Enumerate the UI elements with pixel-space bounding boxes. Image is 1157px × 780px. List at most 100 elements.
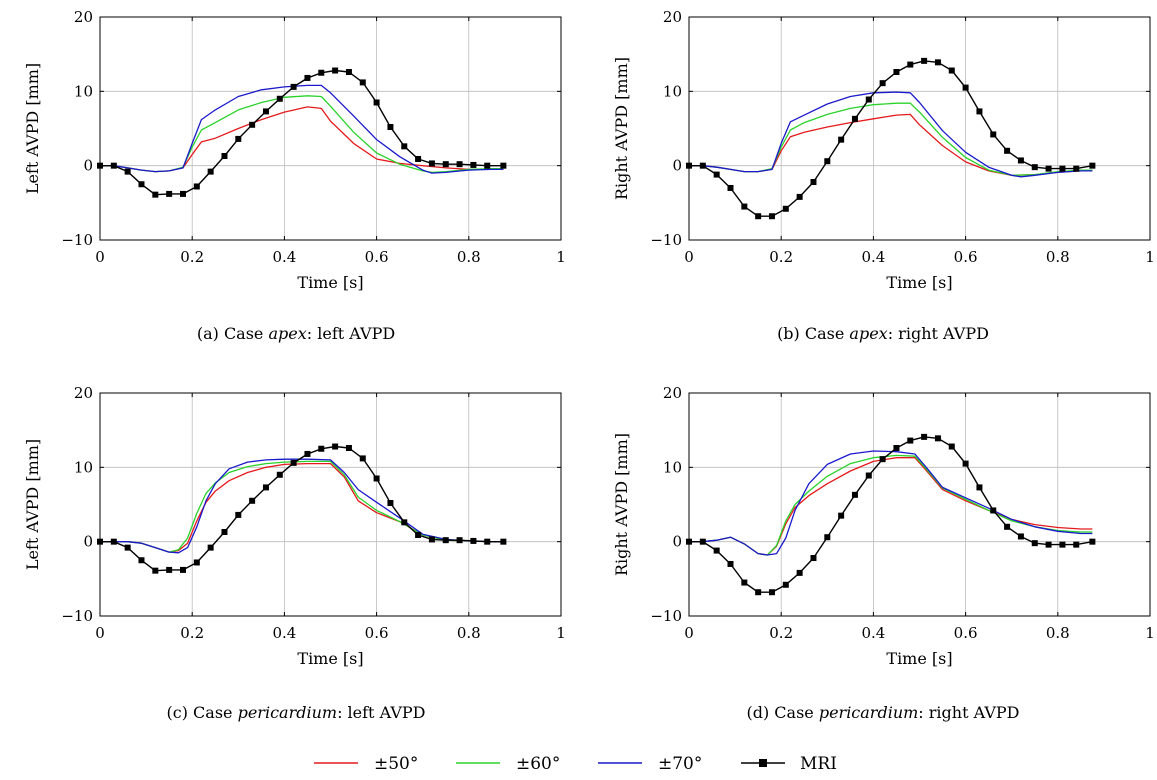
mri-data-point <box>290 459 297 466</box>
mri-data-point <box>235 135 242 142</box>
y-tick-label: 0 <box>83 157 93 175</box>
series-group <box>686 433 1096 596</box>
legend-label: ±70° <box>658 754 702 774</box>
mri-data-point <box>193 183 200 190</box>
mri-data-point <box>484 538 491 545</box>
caption-suffix: : left AVPD <box>307 324 395 343</box>
subfigure-caption: (c) Case pericardium: left AVPD <box>167 703 426 722</box>
series-group <box>97 443 507 574</box>
y-tick-label: 20 <box>74 384 93 402</box>
series-line-70 <box>689 450 1093 556</box>
x-tick-label: 0.6 <box>365 624 389 642</box>
legend-label: ±50° <box>374 754 418 774</box>
caption-suffix: : right AVPD <box>888 324 989 343</box>
mri-data-point <box>500 162 507 169</box>
mri-data-point <box>304 450 311 457</box>
mri-data-point <box>401 519 408 526</box>
mri-data-point <box>838 136 845 143</box>
mri-data-point <box>221 153 228 160</box>
mri-data-point <box>332 67 339 74</box>
mri-data-point <box>276 95 283 102</box>
x-tick-label: 0.4 <box>861 624 885 642</box>
mri-data-point <box>755 213 762 220</box>
mri-data-point <box>110 538 117 545</box>
mri-data-point <box>824 158 831 165</box>
mri-data-point <box>768 589 775 596</box>
mri-data-point <box>345 69 352 76</box>
mri-data-point <box>332 443 339 450</box>
mri-data-point <box>428 160 435 167</box>
y-tick-label: 0 <box>672 533 682 551</box>
series-line-70 <box>100 84 504 174</box>
series-line-60 <box>689 454 1093 556</box>
y-tick-label: −10 <box>650 231 682 249</box>
y-tick-label: −10 <box>61 231 93 249</box>
x-tick-label: 1 <box>556 624 566 642</box>
plot-frame <box>688 16 1151 241</box>
mri-data-point <box>810 555 817 562</box>
x-tick-label: 0.4 <box>861 248 885 266</box>
caption-prefix: (c) Case <box>167 703 238 722</box>
mri-data-point <box>110 162 117 169</box>
y-axis-label: Right AVPD [mm] <box>612 57 631 200</box>
y-tick-label: 10 <box>663 458 682 476</box>
x-tick-label: 1 <box>556 248 566 266</box>
mri-data-point <box>304 74 311 81</box>
mri-data-point <box>124 168 131 175</box>
mri-data-point <box>442 161 449 168</box>
mri-data-point <box>796 569 803 576</box>
mri-data-point <box>387 500 394 507</box>
mri-data-point <box>879 80 886 87</box>
mri-data-point <box>193 559 200 566</box>
mri-data-point <box>838 512 845 519</box>
x-axis-label: Time [s] <box>297 273 363 292</box>
mri-data-point <box>470 161 477 168</box>
x-tick-label: 0.2 <box>769 624 793 642</box>
mri-data-point <box>179 566 186 573</box>
y-tick-label: 10 <box>74 458 93 476</box>
mri-data-point <box>810 179 817 186</box>
plot-frame <box>99 392 562 617</box>
y-axis-label: Left AVPD [mm] <box>23 439 42 570</box>
mri-data-point <box>415 531 422 538</box>
series-line-mri <box>100 69 504 196</box>
mri-data-point <box>699 162 706 169</box>
mri-data-point <box>824 534 831 541</box>
series-line-60 <box>100 95 504 174</box>
legend-entry: MRI <box>741 754 837 774</box>
mri-data-point <box>387 124 394 131</box>
x-axis-label: Time [s] <box>297 649 363 668</box>
mri-data-point <box>962 84 969 91</box>
mri-data-point <box>318 445 325 452</box>
mri-data-point <box>990 131 997 138</box>
mri-data-point <box>962 460 969 467</box>
mri-data-point <box>318 69 325 76</box>
mri-data-point <box>373 99 380 106</box>
mri-data-point <box>428 536 435 543</box>
x-tick-label: 1 <box>1145 248 1155 266</box>
mri-data-point <box>713 547 720 554</box>
subfigure-caption: (b) Case apex: right AVPD <box>777 324 989 343</box>
x-tick-label: 0.8 <box>1046 624 1070 642</box>
mri-data-point <box>741 579 748 586</box>
mri-data-point <box>990 507 997 514</box>
mri-data-point <box>345 445 352 452</box>
mri-data-point <box>138 557 145 564</box>
mri-data-point <box>359 455 366 462</box>
caption-prefix: (d) Case <box>746 703 818 722</box>
y-tick-label: −10 <box>650 607 682 625</box>
mri-data-point <box>249 121 256 128</box>
mri-data-point <box>166 566 173 573</box>
x-tick-label: 0 <box>684 624 694 642</box>
mri-data-point <box>768 213 775 220</box>
legend-marker <box>759 759 767 767</box>
legend-entry: ±60° <box>456 754 560 774</box>
mri-data-point <box>921 57 928 64</box>
mri-data-point <box>782 581 789 588</box>
mri-data-point <box>1031 164 1038 171</box>
mri-data-point <box>470 537 477 544</box>
mri-data-point <box>276 471 283 478</box>
mri-data-point <box>1089 538 1096 545</box>
